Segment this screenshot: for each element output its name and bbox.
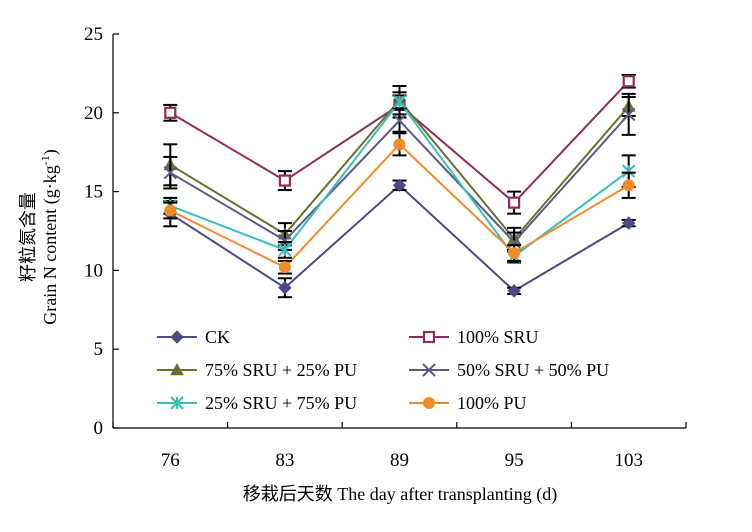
data-point <box>164 204 177 217</box>
legend-marker <box>422 363 436 377</box>
data-point <box>392 113 407 128</box>
y-axis-title: 籽粒氮含量 Grain N content (g·kg-1) <box>18 149 61 324</box>
legend-label: 25% SRU + 75% PU <box>205 393 357 413</box>
data-point <box>164 106 177 119</box>
series-5 <box>163 132 636 275</box>
data-point <box>508 247 521 260</box>
data-point <box>621 216 636 230</box>
legend-item: CK <box>157 327 230 347</box>
data-point <box>278 281 292 295</box>
data-point <box>393 138 406 151</box>
x-axis-title: 移栽后天数 The day after transplanting (d) <box>243 484 557 505</box>
legend-marker <box>170 330 184 344</box>
x-tick-label: 95 <box>505 450 524 471</box>
legend-item: 50% SRU + 50% PU <box>409 360 609 380</box>
data-point <box>622 75 635 88</box>
legend-item: 75% SRU + 25% PU <box>157 360 357 380</box>
x-tick-label: 103 <box>614 450 643 471</box>
series-layer <box>163 73 636 299</box>
legend-marker <box>422 330 436 344</box>
series-0 <box>163 178 636 299</box>
legend-item: 25% SRU + 75% PU <box>157 393 357 413</box>
series-3 <box>163 92 636 253</box>
y-tick-label: 20 <box>84 103 103 124</box>
legend-label: 100% SRU <box>457 327 539 347</box>
data-point <box>507 284 521 298</box>
series-line <box>169 183 630 293</box>
y-axis-title-en: Grain N content (g·kg-1) <box>38 149 61 324</box>
data-point <box>392 95 407 109</box>
y-axis-title-cn: 籽粒氮含量 <box>18 192 38 282</box>
data-point <box>278 174 291 187</box>
y-tick-label: 0 <box>94 418 104 439</box>
legend-marker <box>170 396 184 410</box>
legend-item: 100% SRU <box>409 327 539 347</box>
y-tick-label: 10 <box>84 260 103 281</box>
x-tick-label: 83 <box>275 450 294 471</box>
y-axis-title-en-sup: -1 <box>38 155 52 165</box>
data-point <box>508 196 521 209</box>
data-point <box>163 165 178 180</box>
data-point <box>278 243 292 257</box>
y-tick-label: 15 <box>84 182 103 203</box>
legend-label: 75% SRU + 25% PU <box>205 360 357 380</box>
legend-label: 50% SRU + 50% PU <box>457 360 609 380</box>
y-tick-label: 5 <box>94 339 104 360</box>
x-tick-label: 89 <box>390 450 409 471</box>
legend-item: 100% PU <box>409 393 527 413</box>
legend-marker <box>170 362 184 376</box>
y-axis-title-en-main: Grain N content (g·kg <box>40 165 61 324</box>
data-point <box>621 107 636 122</box>
legend-marker <box>423 397 435 409</box>
y-axis-title-en-close: ) <box>40 149 61 155</box>
legend: CK 100% SRU 75% SRU + 25% PU 50% SRU + 50% … <box>157 327 609 413</box>
data-point <box>278 261 291 274</box>
legend-label: 100% PU <box>457 393 527 413</box>
axes: 0 5 10 15 20 25 76 83 89 95 103 <box>84 24 687 471</box>
data-point <box>622 179 635 192</box>
legend-label: CK <box>205 327 230 347</box>
x-tick-label: 76 <box>161 450 180 471</box>
data-point <box>392 178 407 193</box>
y-tick-label: 25 <box>84 24 103 45</box>
